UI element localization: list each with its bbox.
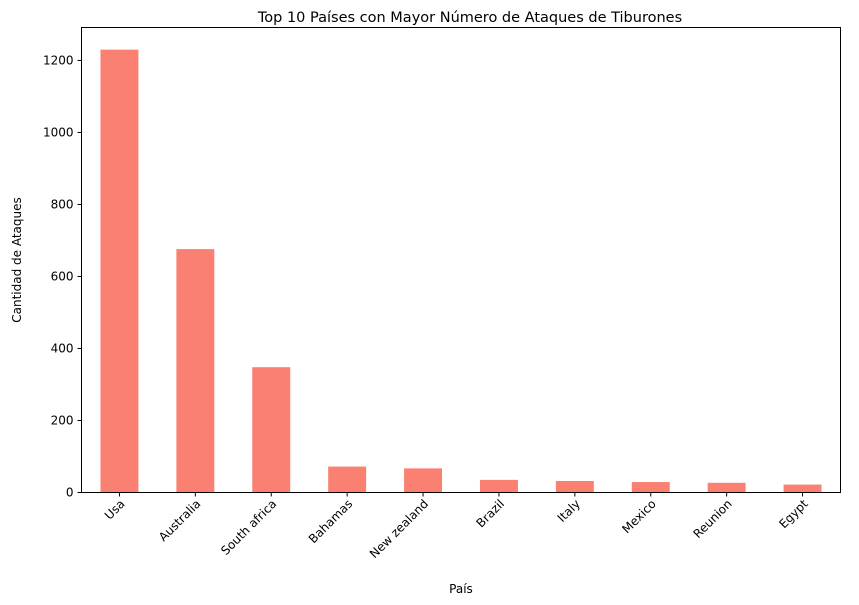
bar: [479, 479, 518, 493]
bar: [252, 367, 291, 493]
x-tick-label: Egypt: [776, 497, 811, 532]
x-tick-label: Bahamas: [306, 497, 355, 546]
bar: [404, 468, 443, 493]
bar: [328, 466, 367, 493]
x-axis-ticks: Usa Australia South africa Bahamas New zeala…: [102, 492, 811, 561]
bar: [783, 484, 822, 493]
bars-group: [100, 49, 822, 493]
y-axis-label: Cantidad de Ataques: [10, 197, 24, 323]
x-tick-label: Mexico: [619, 497, 659, 537]
x-axis-label: País: [449, 582, 473, 596]
y-tick-label: 1200: [43, 53, 74, 67]
bar: [555, 480, 594, 493]
x-tick-label: Italy: [555, 497, 583, 525]
y-tick-label: 600: [51, 269, 74, 283]
x-tick-label: Usa: [102, 497, 128, 523]
x-tick-label: Reunion: [690, 497, 734, 541]
plot-frame: [81, 27, 841, 493]
y-tick-label: 400: [51, 341, 74, 355]
y-tick-label: 1000: [43, 125, 74, 139]
y-tick-label: 200: [51, 413, 74, 427]
y-axis-ticks: 0 200 400 600 800 1000 1200: [43, 53, 82, 500]
y-tick-label: 0: [66, 486, 74, 500]
chart-title: Top 10 Países con Mayor Número de Ataque…: [257, 10, 682, 26]
y-tick-label: 800: [51, 197, 74, 211]
bar: [176, 249, 215, 493]
x-tick-label: New zealand: [367, 497, 431, 561]
bar: [100, 49, 139, 493]
bar: [707, 482, 746, 493]
x-tick-label: South africa: [218, 497, 279, 558]
x-tick-label: Brazil: [473, 497, 507, 531]
bar: [631, 482, 670, 493]
x-tick-label: Australia: [156, 497, 203, 544]
